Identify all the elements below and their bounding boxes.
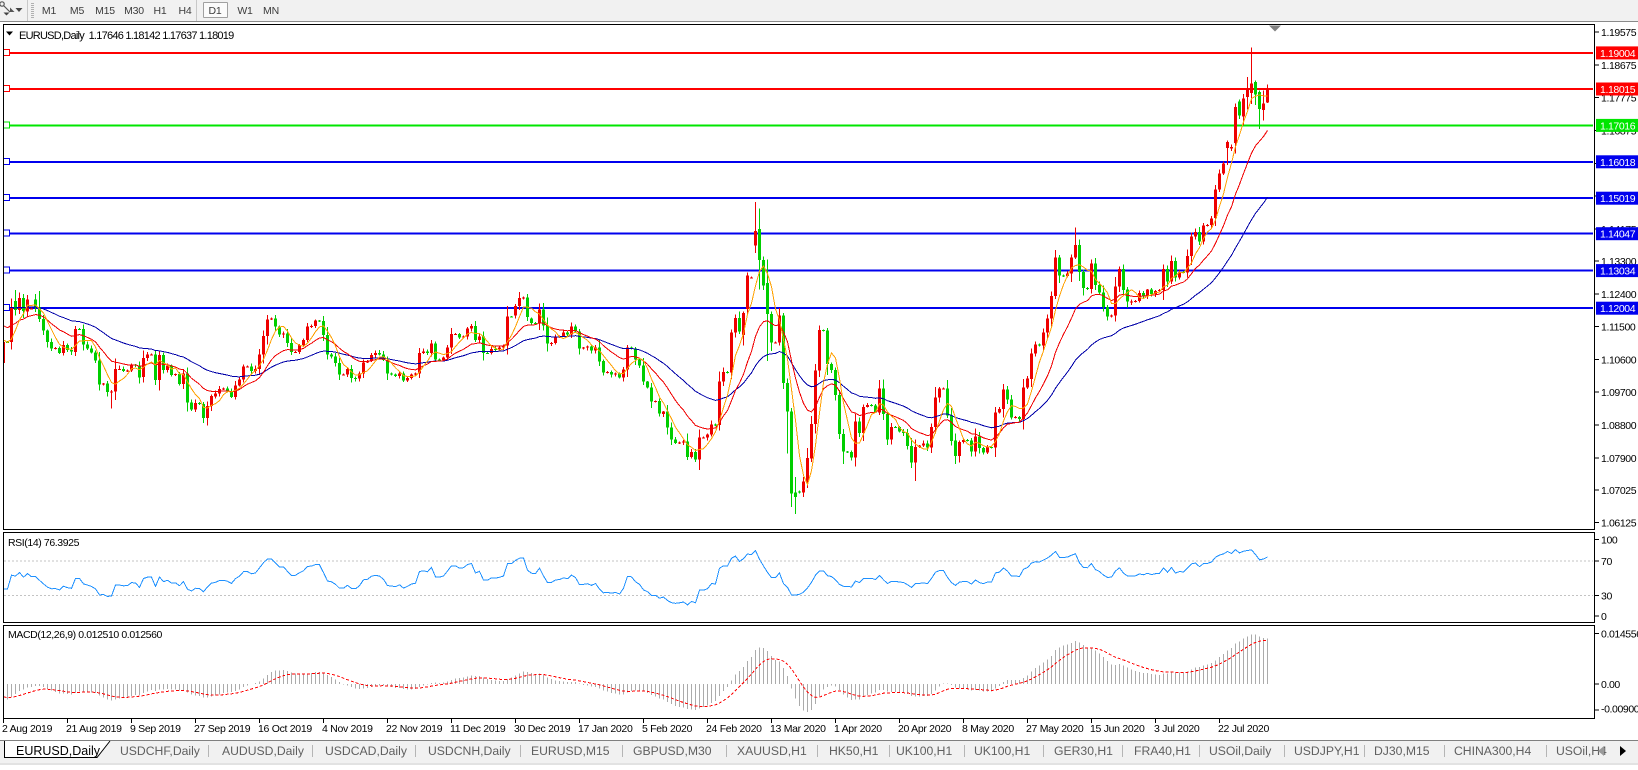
svg-text:USDJPY,H1: USDJPY,H1: [1294, 744, 1360, 758]
svg-text:16 Oct 2019: 16 Oct 2019: [258, 723, 312, 735]
svg-text:27 Sep 2019: 27 Sep 2019: [194, 723, 251, 735]
svg-text:1.11500: 1.11500: [1601, 322, 1636, 334]
svg-text:4 Nov 2019: 4 Nov 2019: [322, 723, 373, 735]
svg-text:8 May 2020: 8 May 2020: [962, 723, 1014, 735]
svg-text:EURUSD,Daily: EURUSD,Daily: [16, 744, 101, 758]
svg-text:1.07900: 1.07900: [1601, 453, 1637, 465]
svg-text:USDCNH,Daily: USDCNH,Daily: [428, 744, 512, 758]
svg-text:5 Feb 2020: 5 Feb 2020: [642, 723, 693, 735]
svg-text:0.014556: 0.014556: [1601, 629, 1638, 641]
svg-text:1.09700: 1.09700: [1601, 387, 1637, 399]
svg-text:D1: D1: [208, 5, 221, 17]
svg-text:20 Apr 2020: 20 Apr 2020: [898, 723, 952, 735]
svg-text:2 Aug 2019: 2 Aug 2019: [2, 723, 53, 735]
svg-text:FRA40,H1: FRA40,H1: [1134, 744, 1191, 758]
svg-text:M1: M1: [42, 5, 57, 17]
svg-text:-0.009001: -0.009001: [1601, 704, 1638, 716]
svg-text:13 Mar 2020: 13 Mar 2020: [770, 723, 826, 735]
svg-text:1.19004: 1.19004: [1600, 48, 1636, 60]
svg-text:1.19575: 1.19575: [1601, 27, 1637, 39]
svg-text:3 Jul 2020: 3 Jul 2020: [1154, 723, 1200, 735]
svg-text:70: 70: [1601, 556, 1612, 568]
svg-text:1.10600: 1.10600: [1601, 354, 1637, 366]
svg-text:USDCAD,Daily: USDCAD,Daily: [325, 744, 408, 758]
svg-text:GER30,H1: GER30,H1: [1054, 744, 1113, 758]
svg-text:W1: W1: [237, 5, 253, 17]
svg-text:MN: MN: [263, 5, 279, 17]
svg-text:1 Apr 2020: 1 Apr 2020: [834, 723, 882, 735]
svg-text:1.18015: 1.18015: [1600, 84, 1636, 96]
svg-text:1.15019: 1.15019: [1600, 193, 1636, 205]
svg-text:1.08800: 1.08800: [1601, 420, 1637, 432]
svg-text:MACD(12,26,9) 0.012510 0.01256: MACD(12,26,9) 0.012510 0.012560: [8, 629, 163, 641]
svg-text:CHINA300,H4: CHINA300,H4: [1454, 744, 1531, 758]
svg-text:1.06125: 1.06125: [1601, 518, 1637, 530]
svg-text:EURUSD,Daily 1.17646 1.18142: EURUSD,Daily 1.17646 1.18142 1.17637 1.1…: [19, 30, 234, 42]
svg-text:15 Jun 2020: 15 Jun 2020: [1090, 723, 1145, 735]
svg-text:30: 30: [1601, 590, 1612, 602]
svg-text:100: 100: [1601, 535, 1618, 547]
svg-text:30 Dec 2019: 30 Dec 2019: [514, 723, 571, 735]
svg-text:1.12004: 1.12004: [1600, 303, 1636, 315]
svg-text:24 Feb 2020: 24 Feb 2020: [706, 723, 762, 735]
svg-text:1.17775: 1.17775: [1601, 93, 1637, 105]
svg-text:M15: M15: [95, 5, 115, 17]
svg-text:1.12400: 1.12400: [1601, 289, 1637, 301]
svg-text:UK100,H1: UK100,H1: [896, 744, 952, 758]
svg-text:UK100,H1: UK100,H1: [974, 744, 1030, 758]
svg-text:22 Nov 2019: 22 Nov 2019: [386, 723, 443, 735]
svg-text:1.14047: 1.14047: [1600, 229, 1636, 241]
svg-text:HK50,H1: HK50,H1: [829, 744, 879, 758]
svg-text:1.18675: 1.18675: [1601, 60, 1637, 72]
svg-text:USOil,H4: USOil,H4: [1556, 744, 1607, 758]
svg-text:1.17016: 1.17016: [1600, 120, 1636, 132]
svg-text:AUDUSD,Daily: AUDUSD,Daily: [222, 744, 305, 758]
svg-text:M5: M5: [70, 5, 85, 17]
svg-text:USOil,Daily: USOil,Daily: [1209, 744, 1272, 758]
svg-text:USDCHF,Daily: USDCHF,Daily: [120, 744, 201, 758]
svg-text:21 Aug 2019: 21 Aug 2019: [66, 723, 122, 735]
svg-text:1.07025: 1.07025: [1601, 485, 1637, 497]
svg-text:0.00: 0.00: [1601, 679, 1620, 691]
svg-text:EURUSD,M15: EURUSD,M15: [531, 744, 610, 758]
svg-text:9 Sep 2019: 9 Sep 2019: [130, 723, 181, 735]
svg-text:0: 0: [1601, 611, 1607, 623]
svg-text:GBPUSD,M30: GBPUSD,M30: [633, 744, 712, 758]
svg-text:H1: H1: [153, 5, 166, 17]
svg-text:22 Jul 2020: 22 Jul 2020: [1218, 723, 1269, 735]
svg-text:17 Jan 2020: 17 Jan 2020: [578, 723, 633, 735]
svg-text:27 May 2020: 27 May 2020: [1026, 723, 1084, 735]
svg-text:RSI(14) 76.3925: RSI(14) 76.3925: [8, 537, 80, 549]
svg-text:XAUUSD,H1: XAUUSD,H1: [737, 744, 807, 758]
svg-text:M30: M30: [124, 5, 144, 17]
svg-text:H4: H4: [178, 5, 191, 17]
svg-text:DJ30,M15: DJ30,M15: [1374, 744, 1430, 758]
svg-text:1.16018: 1.16018: [1600, 157, 1636, 169]
svg-text:11 Dec 2019: 11 Dec 2019: [450, 723, 506, 735]
svg-text:1.13034: 1.13034: [1600, 266, 1636, 278]
